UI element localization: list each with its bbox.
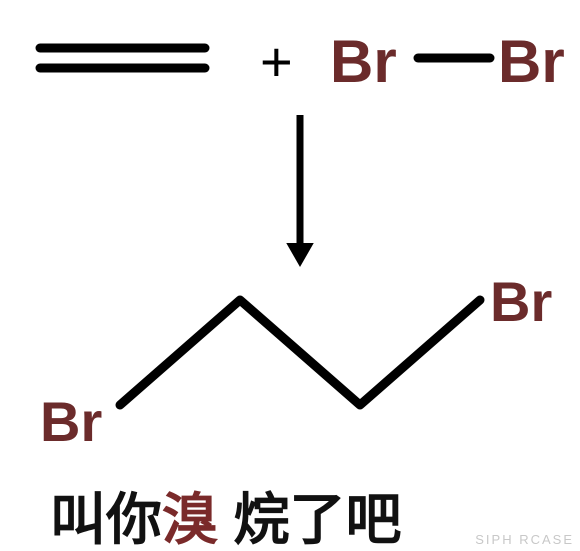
- caption-segment: 烷了吧: [218, 488, 402, 551]
- reactant-br-left: Br: [330, 27, 397, 96]
- reactant-br-right: Br: [498, 27, 565, 96]
- caption: 叫你溴 烷了吧: [50, 475, 402, 551]
- product-br-left: Br: [40, 389, 102, 454]
- caption-segment: 溴: [162, 488, 218, 551]
- ethylene-double-bond: [40, 48, 205, 68]
- product-chain: [120, 300, 480, 405]
- caption-segment: 叫你: [50, 488, 162, 551]
- diagram-stage: + Br Br Br Br 叫你溴 烷了吧 SIPH RCASE: [0, 0, 580, 551]
- plus-sign: +: [260, 29, 293, 94]
- reaction-arrow: [286, 115, 314, 267]
- watermark: SIPH RCASE: [475, 532, 574, 547]
- product-br-right: Br: [490, 269, 552, 334]
